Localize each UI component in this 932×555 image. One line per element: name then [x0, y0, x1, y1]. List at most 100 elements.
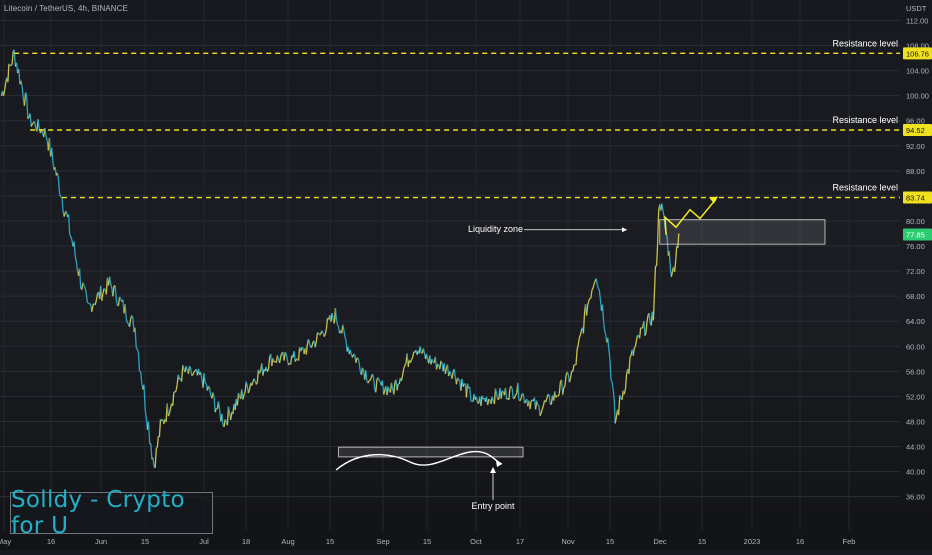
- price-segment: [252, 382, 253, 386]
- price-segment: [190, 366, 191, 368]
- price-segment: [564, 386, 565, 387]
- price-segment: [194, 371, 195, 372]
- y-tick-label: 52.00: [906, 392, 925, 401]
- price-segment: [284, 352, 285, 361]
- price-segment: [359, 363, 360, 372]
- y-tick-label: 64.00: [906, 317, 925, 326]
- price-segment: [501, 391, 502, 399]
- price-segment: [420, 346, 421, 353]
- price-segment: [397, 384, 398, 391]
- price-segment: [354, 354, 355, 355]
- price-segment: [580, 331, 581, 335]
- price-segment: [19, 69, 20, 84]
- price-segment: [539, 406, 540, 416]
- price-segment: [644, 321, 645, 336]
- price-segment: [541, 409, 542, 413]
- price-segment: [405, 363, 406, 365]
- price-tag-label: 77.85: [906, 230, 925, 239]
- x-tick-label: Sep: [376, 537, 389, 546]
- price-segment: [573, 365, 574, 372]
- price-segment: [22, 87, 23, 98]
- price-segment: [378, 378, 379, 381]
- price-segment: [335, 308, 336, 320]
- price-segment: [326, 318, 327, 329]
- x-tick-label: 15: [606, 537, 614, 546]
- price-segment: [608, 338, 609, 350]
- price-segment: [224, 419, 225, 427]
- price-segment: [514, 395, 515, 398]
- price-segment: [630, 355, 631, 357]
- author-watermark: Solldy - Crypto for U: [10, 492, 213, 534]
- price-segment: [133, 317, 134, 332]
- price-segment: [338, 325, 339, 328]
- x-tick-label: Aug: [281, 537, 294, 546]
- x-tick-label: Nov: [561, 537, 575, 546]
- price-segment: [388, 387, 389, 391]
- entry-point-arrow-head: [490, 467, 496, 473]
- price-segment: [12, 51, 13, 64]
- price-segment: [649, 313, 650, 323]
- price-segment: [612, 382, 613, 390]
- price-segment: [506, 388, 507, 399]
- price-segment: [84, 285, 85, 287]
- price-segment: [95, 301, 96, 305]
- price-segment: [291, 355, 292, 364]
- price-segment: [141, 372, 142, 383]
- price-segment: [126, 318, 127, 322]
- y-axis-unit: USDT: [906, 4, 927, 13]
- price-segment: [69, 214, 70, 234]
- price-segment: [325, 329, 326, 335]
- price-segment: [210, 388, 211, 395]
- price-segment: [571, 371, 572, 379]
- price-segment: [157, 436, 158, 448]
- price-segment: [115, 286, 116, 300]
- price-segment: [588, 301, 589, 305]
- price-segment: [306, 344, 307, 355]
- price-segment: [149, 422, 150, 444]
- price-segment: [316, 333, 317, 342]
- price-segment: [320, 334, 321, 336]
- price-segment: [222, 414, 223, 426]
- price-segment: [578, 339, 579, 346]
- price-segment: [32, 123, 33, 124]
- price-segment: [71, 237, 72, 241]
- price-segment: [309, 339, 310, 344]
- price-segment: [599, 290, 600, 299]
- liquidity-zone-label: Liquidity zone: [468, 224, 523, 234]
- price-segment: [299, 347, 300, 361]
- price-segment: [175, 391, 176, 393]
- price-segment: [675, 261, 676, 272]
- price-segment: [546, 398, 547, 402]
- price-segment: [113, 286, 114, 297]
- price-segment: [127, 323, 128, 324]
- y-tick-label: 100.00: [906, 92, 929, 101]
- price-segment: [509, 388, 510, 400]
- price-segment: [369, 380, 370, 381]
- x-tick-label: 17: [516, 537, 524, 546]
- price-segment: [512, 389, 513, 399]
- price-segment: [169, 409, 170, 414]
- price-segment: [624, 389, 625, 395]
- price-segment: [35, 122, 36, 129]
- price-segment: [85, 288, 86, 294]
- y-tick-label: 56.00: [906, 367, 925, 376]
- price-segment: [669, 251, 670, 269]
- price-segment: [140, 371, 141, 372]
- price-segment: [286, 354, 287, 360]
- price-segment: [74, 242, 75, 256]
- price-segment: [597, 284, 598, 288]
- price-segment: [636, 335, 637, 340]
- price-segment: [440, 361, 441, 369]
- price-segment: [176, 385, 177, 391]
- price-segment: [412, 357, 413, 359]
- price-segment: [374, 378, 375, 389]
- price-segment: [646, 322, 647, 333]
- price-segment: [21, 81, 22, 87]
- price-segment: [281, 353, 282, 357]
- price-segment: [201, 372, 202, 379]
- price-segment: [254, 379, 255, 381]
- price-segment: [311, 347, 312, 348]
- price-segment: [392, 383, 393, 389]
